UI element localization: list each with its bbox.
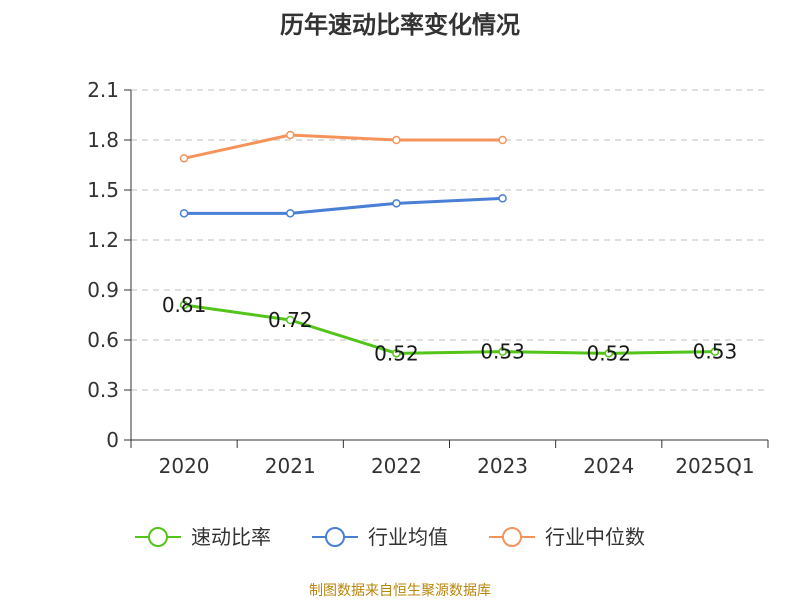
data-point xyxy=(286,130,295,140)
legend-label: 速动比率 xyxy=(191,525,271,549)
data-point xyxy=(392,199,401,208)
x-tick-label: 2022 xyxy=(371,454,422,478)
legend-marker xyxy=(502,527,522,547)
legend-item-0[interactable]: 速动比率 xyxy=(135,525,271,549)
legend[interactable]: 速动比率 行业均值 行业中位数 xyxy=(135,525,645,549)
x-tick-label: 2020 xyxy=(159,454,210,478)
data-point xyxy=(286,209,295,218)
data-point xyxy=(179,154,189,163)
x-tick-label: 2023 xyxy=(477,454,528,478)
series-layer xyxy=(179,130,720,358)
data-label: 0.53 xyxy=(480,340,525,364)
data-point xyxy=(498,194,507,203)
data-labels: 0.81 0.72 0.52 0.53 0.52 0.53 xyxy=(162,293,737,365)
axes: 0 0.3 0.6 0.9 1.2 1.5 1.8 2.1 2020 2021 2022 2023 20… xyxy=(87,78,769,478)
data-point xyxy=(179,209,189,218)
series-2 xyxy=(179,130,507,163)
legend-item-1[interactable]: 行业均值 xyxy=(312,525,448,549)
data-point xyxy=(604,349,613,358)
series-line xyxy=(184,196,503,215)
y-tick-label: 1.8 xyxy=(87,128,119,152)
data-label: 0.72 xyxy=(268,308,313,332)
grid xyxy=(131,89,768,391)
y-tick-label: 0.3 xyxy=(87,378,119,402)
data-point xyxy=(179,300,189,310)
data-point xyxy=(710,347,720,356)
x-tick-label: 2024 xyxy=(583,454,634,478)
legend-label: 行业均值 xyxy=(368,525,448,549)
data-point xyxy=(286,315,295,325)
data-point xyxy=(498,347,507,356)
x-tick-label: 2025Q1 xyxy=(675,454,754,478)
data-point xyxy=(392,349,401,358)
legend-marker xyxy=(148,527,168,547)
data-label: 0.52 xyxy=(586,341,631,365)
legend-marker xyxy=(325,527,345,547)
series-line xyxy=(183,303,715,355)
series-line xyxy=(183,133,503,160)
data-label: 0.81 xyxy=(162,293,207,317)
y-tick-label: 0.9 xyxy=(87,278,119,302)
y-tick-label: 0.6 xyxy=(87,328,119,352)
x-tick-label: 2021 xyxy=(265,454,316,478)
y-tick-label: 2.1 xyxy=(87,78,119,102)
legend-label: 行业中位数 xyxy=(545,525,645,549)
y-tick-label: 1.5 xyxy=(87,178,119,202)
series-1 xyxy=(179,194,507,218)
data-point xyxy=(392,135,401,145)
y-tick-label: 1.2 xyxy=(87,228,119,252)
source-note: 制图数据来自恒生聚源数据库 xyxy=(309,583,491,599)
series-0 xyxy=(179,300,720,358)
data-label: 0.53 xyxy=(693,340,738,364)
data-point xyxy=(498,135,507,145)
chart-title: 历年速动比率变化情况 xyxy=(280,11,520,39)
y-tick-label: 0 xyxy=(106,428,119,452)
data-label: 0.52 xyxy=(374,341,419,365)
legend-item-2[interactable]: 行业中位数 xyxy=(489,525,645,549)
